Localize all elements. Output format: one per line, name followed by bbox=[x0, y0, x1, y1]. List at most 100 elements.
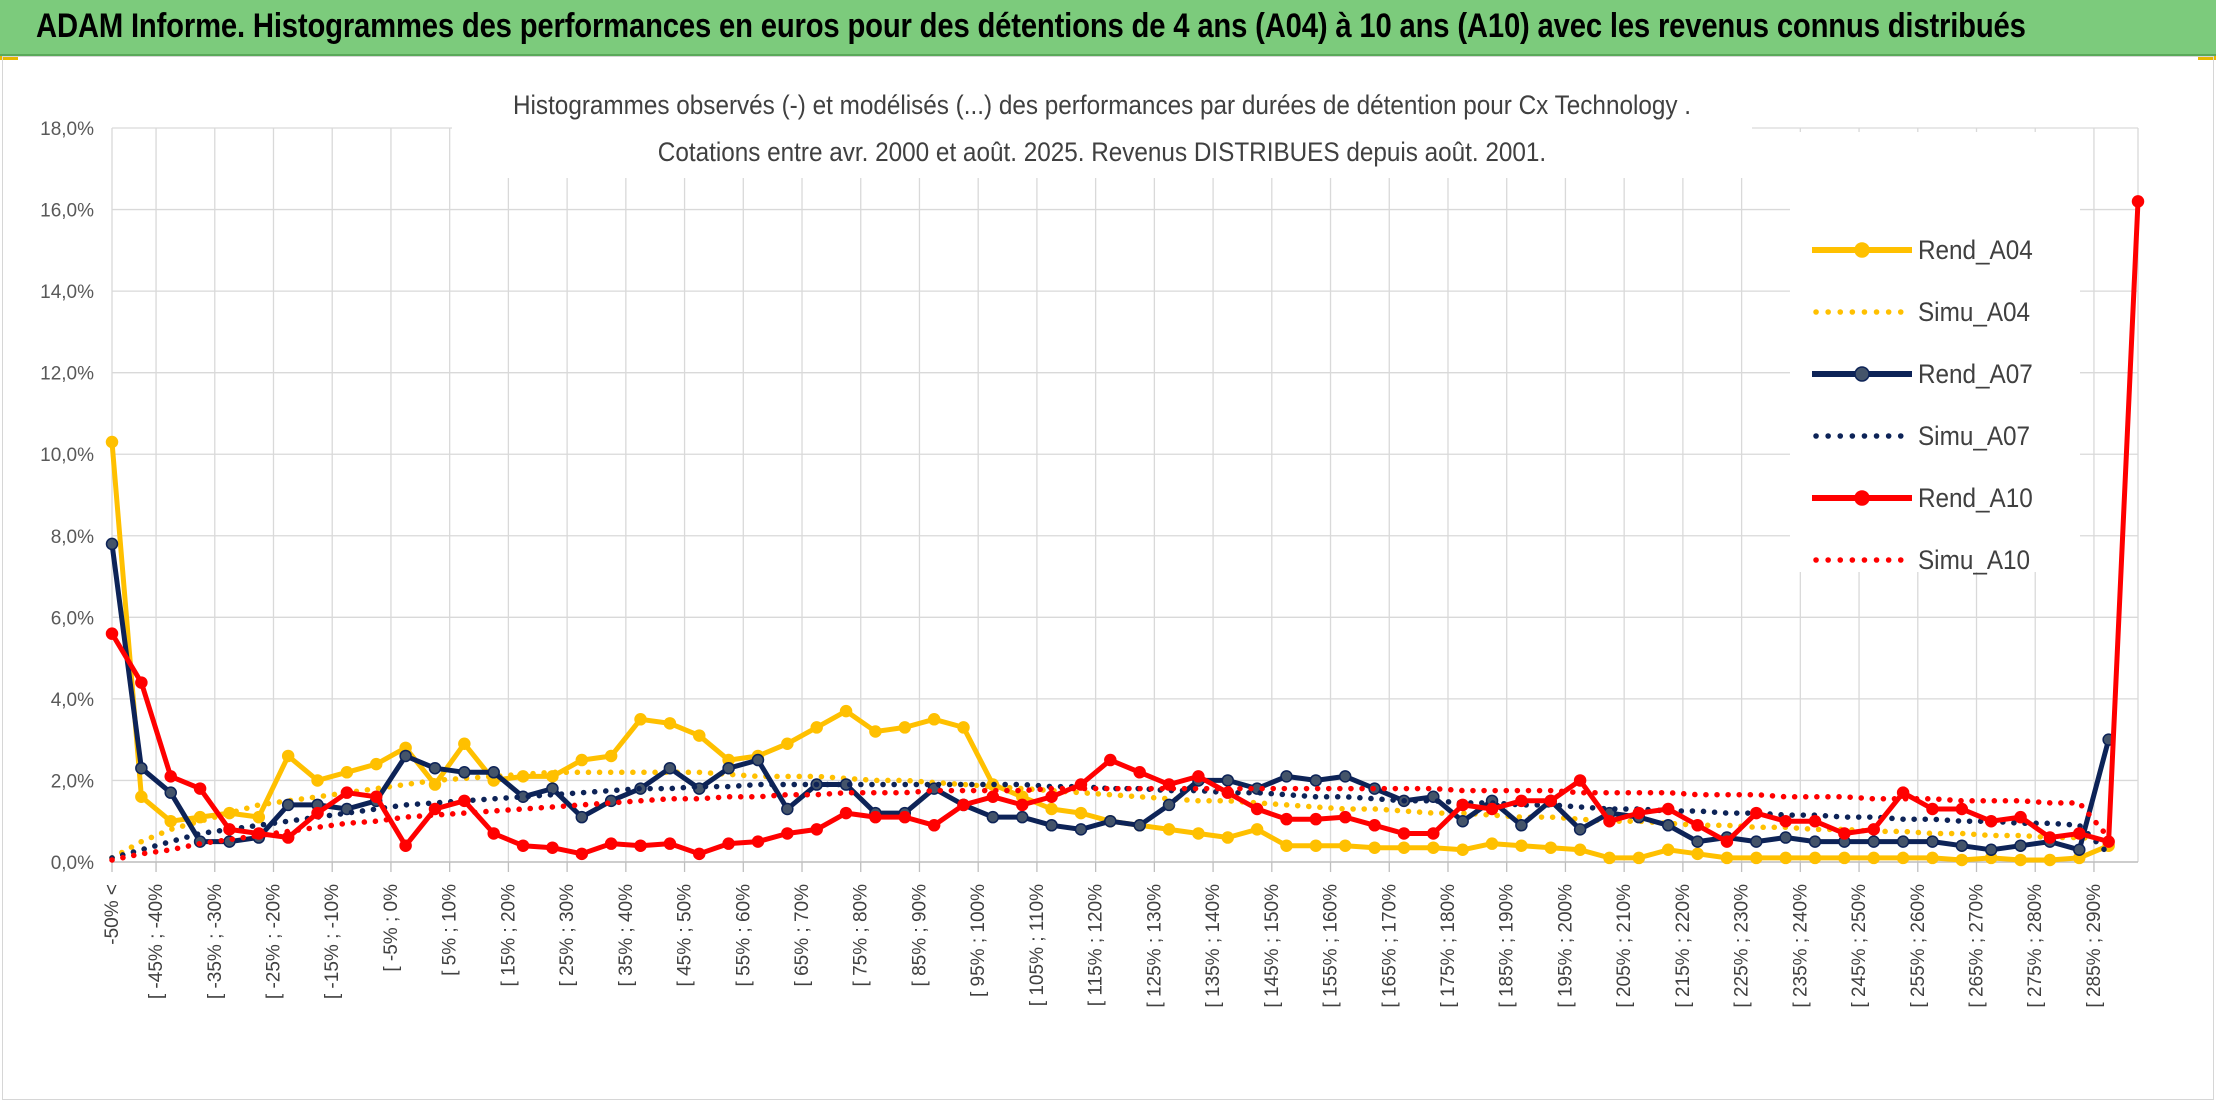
data-point-rend-a04 bbox=[781, 737, 794, 750]
legend-point-rend-a07 bbox=[1854, 366, 1870, 382]
data-point-rend-a04 bbox=[1867, 851, 1880, 865]
data-point-rend-a07 bbox=[1074, 823, 1088, 836]
legend-label-simu-a07: Simu_A07 bbox=[1918, 422, 2030, 451]
data-point-rend-a04 bbox=[604, 749, 618, 763]
data-point-rend-a04 bbox=[252, 810, 266, 824]
data-point-rend-a07 bbox=[164, 786, 177, 799]
x-tick-label: [ 105% ; 110% bbox=[1027, 884, 1048, 1006]
x-tick-label: [ 35% ; 40% bbox=[616, 884, 637, 987]
corner-accent-right bbox=[2198, 56, 2216, 60]
data-point-rend-a07 bbox=[1661, 819, 1675, 832]
x-tick-label: [ 225% ; 230% bbox=[1732, 884, 1753, 1008]
x-tick-label: [ 45% ; 50% bbox=[675, 884, 696, 987]
y-tick-label: 12,0% bbox=[40, 364, 94, 385]
y-tick-label: 10,0% bbox=[40, 445, 94, 466]
x-tick-label: [ 25% ; 30% bbox=[557, 884, 578, 987]
data-point-rend-a10 bbox=[458, 794, 471, 808]
data-point-rend-a04 bbox=[1309, 839, 1323, 852]
x-tick-label: -50% < bbox=[102, 884, 123, 945]
data-point-rend-a07 bbox=[1691, 835, 1704, 848]
page-title: ADAM Informe. Histogrammes des performan… bbox=[36, 7, 2026, 45]
data-point-rend-a10 bbox=[2131, 195, 2145, 208]
data-point-rend-a04 bbox=[1691, 847, 1704, 861]
y-tick-label: 2,0% bbox=[51, 771, 94, 792]
data-point-rend-a10 bbox=[1632, 806, 1646, 820]
data-point-rend-a04 bbox=[1603, 851, 1616, 865]
x-tick-label: [ 165% ; 170% bbox=[1379, 884, 1400, 1008]
data-point-rend-a04 bbox=[1280, 839, 1293, 852]
data-point-rend-a10 bbox=[1133, 766, 1146, 779]
data-point-rend-a04 bbox=[1926, 851, 1939, 865]
data-point-rend-a10 bbox=[1192, 770, 1205, 783]
data-point-rend-a10 bbox=[1250, 802, 1264, 816]
data-point-rend-a04 bbox=[1074, 806, 1088, 820]
series-line-simu-a04 bbox=[109, 769, 2112, 861]
x-tick-label: [ 195% ; 200% bbox=[1555, 884, 1576, 1008]
data-point-rend-a07 bbox=[986, 810, 1000, 824]
x-tick-label: [ 185% ; 190% bbox=[1497, 884, 1518, 1008]
data-point-rend-a07 bbox=[1133, 819, 1146, 832]
data-point-rend-a07 bbox=[399, 749, 412, 763]
data-point-rend-a04 bbox=[1045, 802, 1058, 816]
data-point-rend-a07 bbox=[1955, 839, 1969, 852]
data-point-rend-a10 bbox=[105, 627, 119, 640]
data-point-rend-a10 bbox=[516, 839, 530, 852]
data-point-rend-a10 bbox=[1691, 819, 1704, 832]
data-point-rend-a10 bbox=[722, 837, 735, 850]
y-tick-label: 16,0% bbox=[40, 201, 94, 222]
data-point-rend-a07 bbox=[1104, 814, 1117, 828]
data-point-rend-a10 bbox=[663, 837, 677, 850]
data-point-rend-a07 bbox=[458, 766, 471, 779]
data-point-rend-a04 bbox=[2014, 853, 2027, 867]
data-point-rend-a07 bbox=[781, 802, 794, 816]
x-tick-label: [ 245% ; 250% bbox=[1849, 884, 1870, 1008]
data-point-rend-a04 bbox=[1661, 843, 1675, 857]
x-tick-label: [ 255% ; 260% bbox=[1908, 884, 1929, 1008]
data-point-rend-a04 bbox=[458, 737, 471, 750]
data-point-rend-a04 bbox=[869, 725, 882, 738]
data-point-rend-a10 bbox=[1045, 790, 1058, 804]
data-point-rend-a07 bbox=[1045, 819, 1058, 832]
data-point-rend-a04 bbox=[1838, 851, 1851, 865]
data-point-rend-a04 bbox=[311, 774, 324, 787]
legend-point-rend-a10 bbox=[1854, 490, 1870, 506]
data-point-rend-a07 bbox=[1309, 774, 1323, 787]
chart-subtitle: Cotations entre avr. 2000 et août. 2025.… bbox=[658, 138, 1546, 167]
legend-label-simu-a04: Simu_A04 bbox=[1918, 298, 2030, 327]
x-tick-label: [ 135% ; 140% bbox=[1203, 884, 1224, 1008]
data-point-rend-a04 bbox=[1808, 851, 1822, 865]
data-point-rend-a10 bbox=[1808, 814, 1822, 828]
corner-accent-left bbox=[0, 56, 18, 60]
data-point-rend-a07 bbox=[1221, 774, 1235, 787]
data-point-rend-a04 bbox=[810, 721, 823, 734]
data-point-rend-a10 bbox=[428, 802, 442, 816]
data-point-rend-a07 bbox=[2073, 843, 2086, 857]
data-point-rend-a10 bbox=[1603, 814, 1616, 828]
data-point-rend-a04 bbox=[164, 814, 177, 828]
y-tick-label: 8,0% bbox=[51, 527, 94, 548]
data-point-rend-a04 bbox=[1750, 851, 1763, 865]
data-point-rend-a10 bbox=[575, 847, 589, 861]
data-point-rend-a10 bbox=[1779, 814, 1792, 828]
data-point-rend-a10 bbox=[692, 847, 706, 861]
data-point-rend-a04 bbox=[634, 713, 647, 726]
data-point-rend-a04 bbox=[1955, 853, 1969, 867]
legend-label-rend-a10: Rend_A10 bbox=[1918, 484, 2033, 513]
data-point-rend-a10 bbox=[810, 823, 823, 836]
legend-label-rend-a04: Rend_A04 bbox=[1918, 236, 2033, 265]
data-point-rend-a10 bbox=[1838, 827, 1851, 840]
data-point-rend-a10 bbox=[781, 827, 794, 840]
data-point-rend-a10 bbox=[340, 786, 354, 799]
data-point-rend-a07 bbox=[428, 761, 442, 775]
data-point-rend-a04 bbox=[839, 704, 853, 718]
data-point-rend-a07 bbox=[722, 761, 735, 775]
x-tick-label: [ 215% ; 220% bbox=[1673, 884, 1694, 1008]
data-point-rend-a07 bbox=[135, 761, 148, 775]
data-point-rend-a10 bbox=[1368, 819, 1381, 832]
data-point-rend-a10 bbox=[1984, 814, 1998, 828]
data-point-rend-a10 bbox=[487, 827, 500, 840]
x-tick-label: [ -25% ; -20% bbox=[263, 884, 284, 999]
x-tick-label: [ 75% ; 80% bbox=[851, 884, 872, 987]
data-point-rend-a04 bbox=[1896, 851, 1910, 865]
legend-label-rend-a07: Rend_A07 bbox=[1918, 360, 2033, 389]
